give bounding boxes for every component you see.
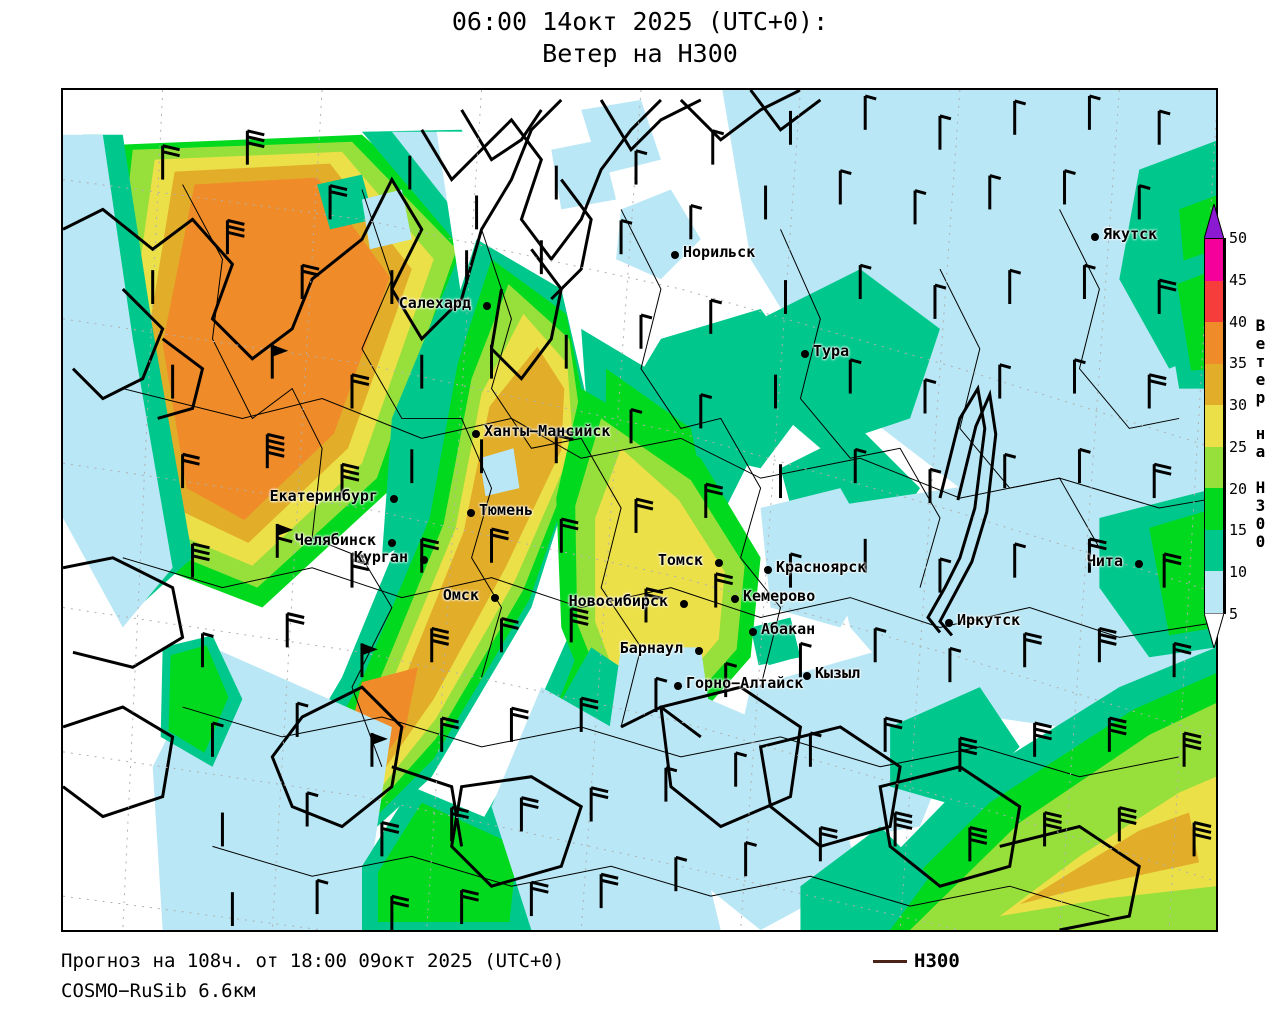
colorbar-under-min-arrow xyxy=(1204,613,1224,648)
colorbar-band-30 xyxy=(1205,363,1223,406)
colorbar-band-10 xyxy=(1205,529,1223,572)
colorbar-tick-30: 30 xyxy=(1229,396,1248,415)
colorbar-tick-45: 45 xyxy=(1229,270,1248,289)
colorbar-band-15 xyxy=(1205,488,1223,530)
page-title: 06:00 14окт 2025 (UTC+0): Ветер на H300 xyxy=(0,6,1280,70)
footer: Прогноз на 108ч. от 18:00 09окт 2025 (UT… xyxy=(61,950,1241,1010)
colorbar-bands xyxy=(1204,238,1224,614)
colorbar-band-40 xyxy=(1205,280,1223,323)
legend-entry: H300 xyxy=(873,950,960,972)
colorbar-tick-5: 5 xyxy=(1229,605,1239,623)
colorbar-band-45 xyxy=(1205,239,1223,281)
legend-line-swatch xyxy=(873,959,907,963)
windspeed-contour-fill xyxy=(63,90,1216,930)
colorbar-tick-15: 15 xyxy=(1229,521,1248,540)
title-valid-time: 06:00 14окт 2025 (UTC+0): xyxy=(451,7,829,36)
colorbar-band-35 xyxy=(1205,322,1223,364)
colorbar: 50 45 40 35 30 25 20 15 10 5 Ветер на H300 xyxy=(1199,196,1280,648)
colorbar-tick-25: 25 xyxy=(1229,437,1248,456)
colorbar-band-5 xyxy=(1205,571,1223,613)
map-coastline xyxy=(63,90,1141,930)
forecast-info: Прогноз на 108ч. от 18:00 09окт 2025 (UT… xyxy=(61,950,565,972)
colorbar-tick-10: 10 xyxy=(1229,563,1248,582)
title-field-name: Ветер на H300 xyxy=(542,39,738,68)
colorbar-band-25 xyxy=(1205,405,1223,447)
legend-label: H300 xyxy=(914,950,960,972)
colorbar-band-20 xyxy=(1205,446,1223,489)
colorbar-over-max-arrow xyxy=(1204,204,1224,239)
map-canvas xyxy=(63,90,1216,930)
colorbar-tick-35: 35 xyxy=(1229,354,1248,373)
model-name: COSMO−RuSib 6.6км xyxy=(61,980,256,1002)
map-borders xyxy=(122,184,1216,917)
weather-map[interactable]: Якутск Норильск Салехард Тура Ханты−Мансийск… xyxy=(61,88,1218,932)
colorbar-tick-50: 50 xyxy=(1229,229,1248,247)
colorbar-title: Ветер на H300 xyxy=(1251,316,1270,550)
colorbar-tick-20: 20 xyxy=(1229,479,1248,498)
colorbar-axis xyxy=(1224,238,1226,614)
colorbar-tick-40: 40 xyxy=(1229,312,1248,331)
